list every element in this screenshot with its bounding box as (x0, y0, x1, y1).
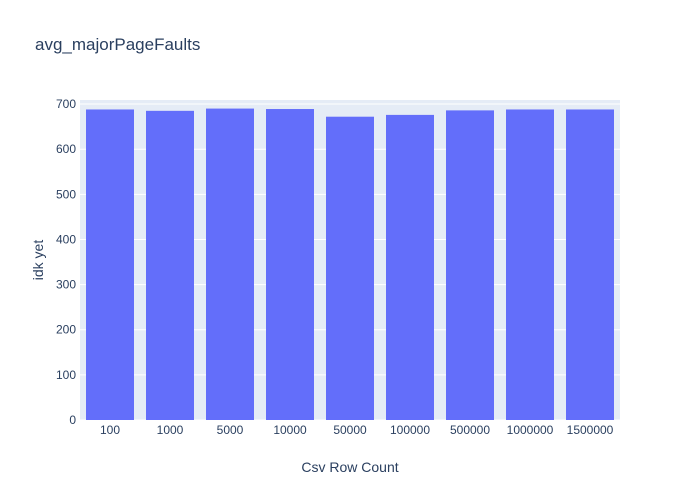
bar[interactable] (146, 110, 194, 421)
bar[interactable] (566, 109, 614, 420)
y-tick-label: 300 (56, 278, 76, 292)
y-tick-label: 100 (56, 368, 76, 382)
x-tick-label: 100 (100, 423, 120, 437)
y-tick-label: 0 (69, 413, 76, 427)
x-axis-label: Csv Row Count (301, 459, 398, 475)
chart-title: avg_majorPageFaults (35, 35, 200, 54)
y-axis-label: idk yet (30, 240, 46, 281)
bar[interactable] (326, 116, 374, 420)
bar[interactable] (86, 109, 134, 420)
y-tick-label: 600 (56, 142, 76, 156)
bars (86, 108, 614, 421)
bar[interactable] (206, 108, 254, 421)
x-axis-ticks: 100 1000 5000 10000 50000 100000 500000 1000000… (100, 423, 614, 437)
x-tick-label: 100000 (390, 423, 430, 437)
y-tick-label: 200 (56, 323, 76, 337)
x-tick-label: 1500000 (567, 423, 614, 437)
y-tick-label: 400 (56, 232, 76, 246)
x-tick-label: 10000 (273, 423, 307, 437)
y-axis-ticks: 0 100 200 300 400 500 600 700 (56, 97, 76, 427)
x-tick-label: 1000 (157, 423, 184, 437)
x-tick-label: 500000 (450, 423, 490, 437)
bar[interactable] (266, 109, 314, 421)
y-tick-label: 500 (56, 187, 76, 201)
x-tick-label: 1000000 (507, 423, 554, 437)
bar[interactable] (506, 109, 554, 420)
y-tick-label: 700 (56, 97, 76, 111)
x-tick-label: 50000 (333, 423, 367, 437)
x-tick-label: 5000 (217, 423, 244, 437)
bar[interactable] (386, 114, 434, 420)
bar[interactable] (446, 110, 494, 420)
